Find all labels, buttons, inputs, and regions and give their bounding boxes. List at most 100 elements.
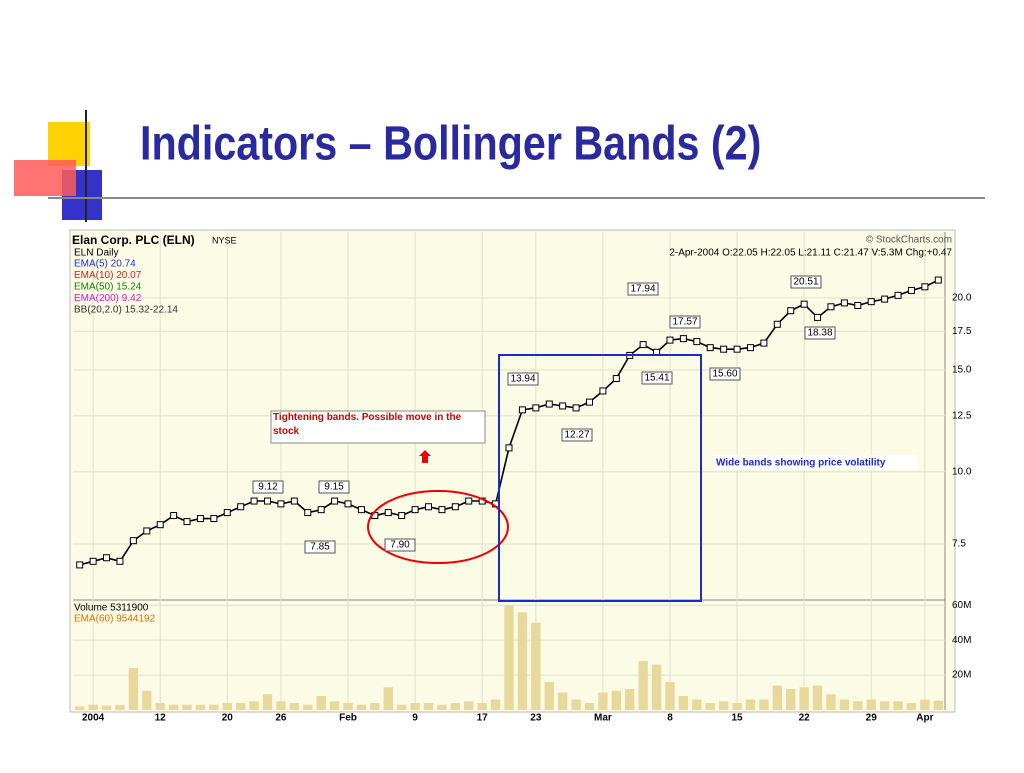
- volume-bar: [289, 703, 300, 710]
- volume-bar: [168, 704, 179, 710]
- volume-bar: [235, 703, 246, 710]
- price-point: [867, 298, 875, 306]
- annotation: 9.15: [324, 482, 344, 493]
- callout-box: [270, 410, 486, 444]
- price-point: [277, 500, 285, 508]
- volume-bar: [142, 690, 152, 710]
- price-point: [827, 303, 835, 311]
- annotation: 20.51: [793, 277, 818, 288]
- x-tick-label: 20: [222, 713, 234, 724]
- price-point: [720, 345, 728, 353]
- callout-text: Tightening bands. Possible move in the s…: [273, 412, 462, 437]
- price-point: [170, 512, 178, 520]
- annotation-box: [709, 367, 741, 381]
- x-tick-label: 12: [155, 713, 167, 724]
- volume-bar: [410, 703, 420, 710]
- x-tick-label: 23: [530, 713, 542, 724]
- price-point: [143, 527, 151, 535]
- price-point: [706, 344, 714, 352]
- price-point: [572, 404, 580, 412]
- price-point: [907, 286, 915, 294]
- volume-bar: [477, 703, 487, 710]
- callout-box: [713, 455, 917, 470]
- price-point: [639, 341, 647, 349]
- y-tick-label: 7.5: [952, 539, 966, 550]
- volume-bar: [866, 699, 876, 710]
- price-point: [103, 554, 111, 562]
- annotation-box: [252, 480, 284, 494]
- indicator-legend: EMA(5) 20.74: [74, 259, 136, 270]
- x-tick-label: 9: [412, 713, 418, 724]
- price-point: [451, 503, 459, 511]
- arrow: [419, 450, 431, 463]
- indicator-legend: EMA(200) 9.42: [74, 293, 142, 304]
- price-point: [237, 503, 245, 511]
- y-tick-label: 15.0: [952, 365, 972, 376]
- price-point: [210, 515, 218, 523]
- price-point: [612, 375, 620, 383]
- price-point: [196, 515, 204, 523]
- annotation-box: [790, 275, 822, 289]
- volume-bar: [893, 701, 903, 710]
- annotation-box: [304, 540, 336, 554]
- x-tick-label: Feb: [339, 713, 357, 724]
- y-tick-label: 40M: [952, 635, 971, 646]
- volume-bar: [839, 699, 850, 710]
- x-tick-label: 22: [799, 713, 811, 724]
- y-tick-label: 60M: [952, 600, 971, 611]
- price-point: [250, 497, 258, 505]
- annotation: 7.85: [310, 542, 330, 553]
- y-tick-label: 12.5: [952, 410, 972, 421]
- highlight-box: [498, 354, 702, 602]
- annotation: 17.57: [672, 317, 697, 328]
- volume-bar: [276, 701, 286, 710]
- price-point: [411, 506, 419, 514]
- x-tick-label: 15: [731, 713, 743, 724]
- deco-red: [14, 160, 76, 196]
- price-point: [304, 509, 312, 517]
- volume-bar: [879, 701, 890, 710]
- volume-bar: [625, 689, 635, 710]
- x-tick-label: 8: [667, 713, 673, 724]
- volume-bar: [665, 682, 675, 710]
- volume-bar: [101, 705, 112, 710]
- volume-bar: [209, 704, 219, 710]
- y-tick-label: 20.0: [952, 292, 972, 303]
- volume-legend: Volume 5311900: [74, 603, 149, 614]
- volume-bar: [544, 682, 554, 710]
- deco-yellow: [48, 122, 90, 166]
- volume-bar: [356, 704, 367, 710]
- volume-bar: [651, 664, 662, 710]
- x-tick-label: 2004: [82, 713, 105, 724]
- volume-bar: [437, 704, 447, 710]
- volume-bar: [370, 703, 380, 710]
- volume-legend: EMA(60) 9544192: [74, 614, 156, 625]
- volume-bar: [920, 699, 930, 710]
- price-point: [559, 402, 567, 410]
- price-point: [505, 444, 513, 452]
- volume-bar: [450, 703, 461, 710]
- price-point: [545, 400, 553, 408]
- price-point: [532, 404, 540, 412]
- indicator-legend: EMA(50) 15.24: [74, 282, 142, 293]
- price-point: [438, 506, 446, 514]
- annotation-box: [669, 315, 701, 329]
- volume-bar: [88, 704, 98, 710]
- volume-bar: [75, 706, 85, 710]
- price-point: [840, 299, 848, 307]
- volume-bar: [531, 622, 541, 710]
- price-point: [599, 387, 607, 395]
- price-point: [518, 406, 526, 414]
- price-point: [934, 276, 942, 284]
- volume-bar: [853, 701, 863, 710]
- volume-bar: [826, 694, 836, 710]
- series-legend: ELN Daily: [74, 248, 118, 259]
- indicator-legend: EMA(10) 20.07: [74, 270, 142, 281]
- annotation: 12.27: [564, 430, 589, 441]
- volume-bar: [812, 685, 823, 710]
- volume-bar: [933, 700, 943, 710]
- volume-bar: [584, 703, 595, 710]
- price-point: [921, 283, 929, 291]
- y-tick-label: 20M: [952, 670, 971, 681]
